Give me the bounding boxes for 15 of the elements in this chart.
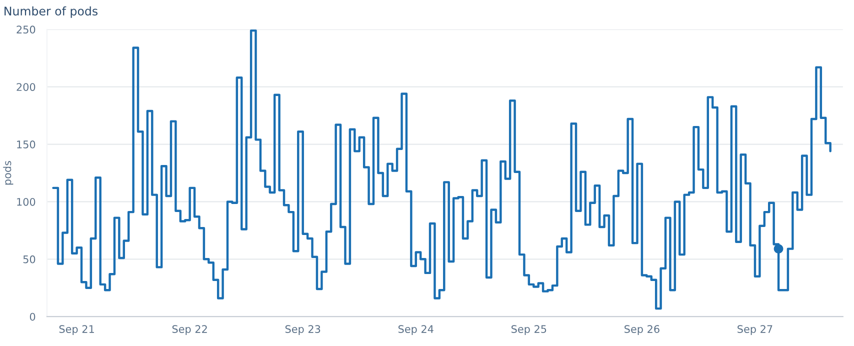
x-tick-label: Sep 24 — [398, 325, 434, 336]
y-tick-label: 250 — [16, 26, 36, 34]
y-tick-label: 100 — [17, 198, 36, 206]
x-tick-label: Sep 26 — [624, 325, 660, 336]
chart-title: Number of pods — [4, 6, 98, 18]
x-tick-label: Sep 23 — [285, 325, 320, 336]
y-tick-label: 150 — [17, 140, 36, 148]
y-tick-label: 200 — [16, 83, 36, 91]
x-tick-label: Sep 21 — [59, 325, 94, 336]
x-tick-label: Sep 22 — [172, 325, 207, 336]
x-tick-label: Sep 27 — [738, 325, 772, 336]
x-tick-label: Sep 25 — [512, 325, 546, 336]
y-axis-title: pods — [3, 160, 14, 185]
y-tick-label: 50 — [23, 255, 36, 264]
y-tick-label: 0 — [30, 312, 36, 321]
